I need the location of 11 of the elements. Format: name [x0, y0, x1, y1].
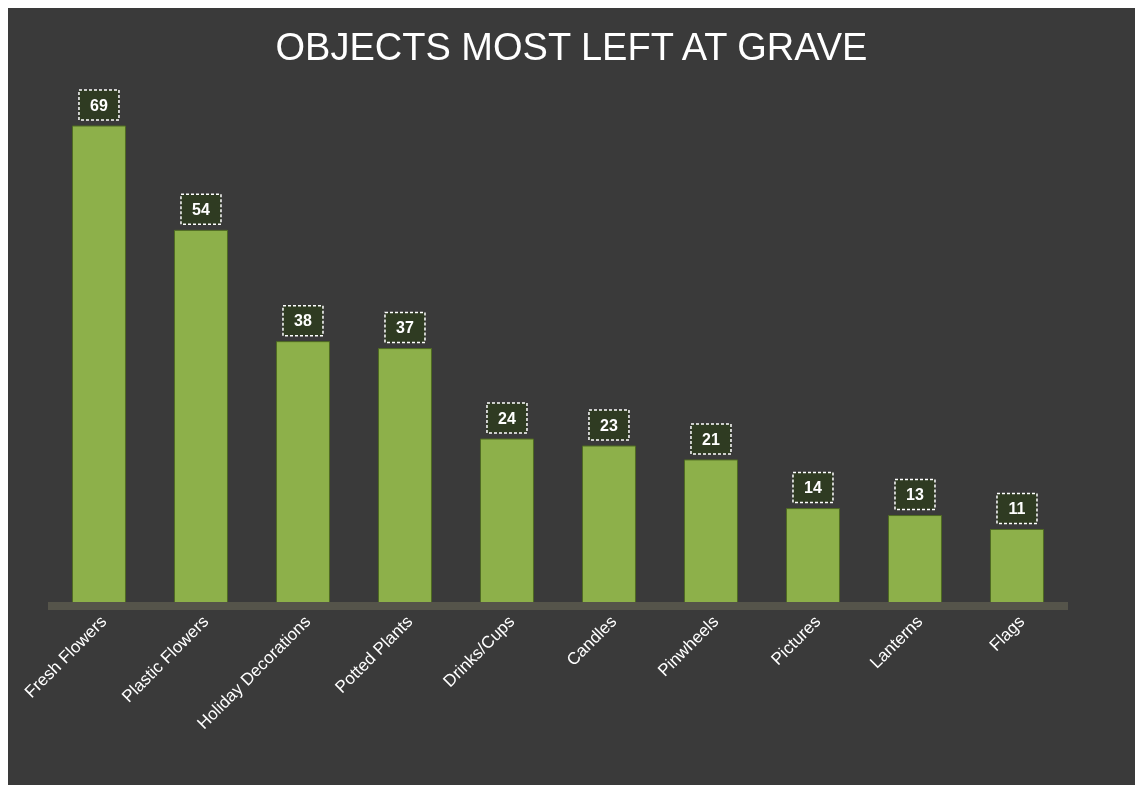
- data-label: 38: [294, 312, 312, 330]
- data-label: 11: [1008, 500, 1026, 518]
- data-label: 14: [804, 479, 822, 497]
- data-label: 37: [396, 319, 414, 337]
- data-label: 69: [90, 96, 108, 114]
- data-label: 21: [702, 430, 720, 448]
- chart-title: OBJECTS MOST LEFT AT GRAVE: [274, 25, 869, 70]
- data-label: 24: [498, 409, 516, 427]
- data-label: 23: [600, 416, 618, 434]
- data-label: 54: [192, 200, 210, 218]
- data-label: 13: [906, 486, 924, 504]
